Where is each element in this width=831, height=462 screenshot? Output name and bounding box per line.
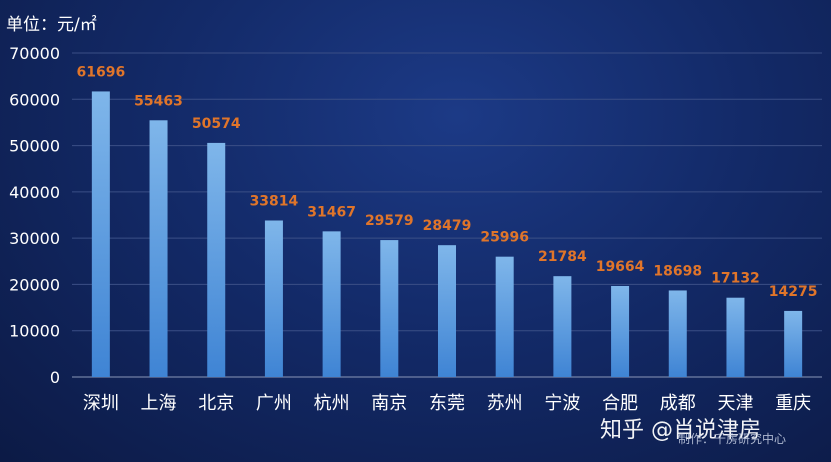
y-tick-label: 20000 [9, 275, 60, 294]
bar [668, 290, 687, 377]
x-tick-label: 天津 [717, 393, 753, 414]
value-label: 31467 [307, 204, 356, 220]
x-tick-label: 南京 [371, 393, 407, 414]
value-labels: 61696 55463 50574 33814 31467 29579 28479 25996… [76, 64, 817, 299]
x-tick-label: 东莞 [429, 393, 465, 414]
x-tick-label: 苏州 [487, 393, 523, 414]
watermark: 知乎 @肖说津房 [600, 418, 761, 443]
value-label: 61696 [76, 64, 125, 80]
value-label: 28479 [423, 218, 472, 234]
bar [91, 91, 110, 377]
y-tick-label: 30000 [9, 229, 60, 248]
y-tick-label: 0 [50, 368, 60, 387]
bar [784, 310, 803, 377]
bar [611, 285, 630, 377]
y-tick-label: 50000 [9, 137, 60, 156]
x-tick-label: 宁波 [544, 393, 580, 414]
x-tick-label: 广州 [256, 393, 292, 414]
bars [91, 91, 803, 377]
x-axis: 深圳 上海 北京 广州 杭州 南京 东莞 苏州 宁波 合肥 成都 天津 重庆 [83, 393, 811, 414]
value-label: 17132 [711, 271, 760, 287]
x-tick-label: 合肥 [602, 393, 638, 414]
bar [149, 120, 168, 377]
credit-text: 制作：千房研究中心 [678, 432, 787, 446]
bar [438, 245, 456, 377]
bar [553, 276, 572, 377]
bar [726, 297, 745, 377]
x-tick-label: 成都 [660, 393, 696, 414]
x-tick-label: 重庆 [775, 393, 811, 414]
value-label: 18698 [653, 263, 702, 279]
y-tick-label: 70000 [9, 44, 60, 63]
value-label: 33814 [250, 193, 299, 209]
x-tick-label: 北京 [198, 393, 234, 414]
bar [380, 240, 399, 377]
x-tick-label: 深圳 [83, 393, 119, 414]
y-axis: 0 10000 20000 30000 40000 50000 60000 70000 [9, 44, 60, 387]
bar [495, 256, 514, 377]
value-label: 19664 [596, 259, 645, 275]
value-label: 14275 [769, 284, 818, 300]
unit-label: 单位：元/㎡ [6, 15, 97, 35]
bar [322, 231, 341, 377]
y-tick-label: 10000 [9, 322, 60, 341]
y-tick-label: 40000 [9, 183, 60, 202]
value-label: 29579 [365, 213, 414, 229]
value-label: 50574 [192, 116, 241, 132]
y-tick-label: 60000 [9, 90, 60, 109]
x-tick-label: 杭州 [314, 393, 350, 414]
x-tick-label: 上海 [141, 393, 177, 414]
value-label: 25996 [480, 230, 529, 246]
value-label: 21784 [538, 249, 587, 265]
value-label: 55463 [134, 93, 183, 109]
bar [264, 220, 283, 377]
bar [207, 142, 226, 377]
